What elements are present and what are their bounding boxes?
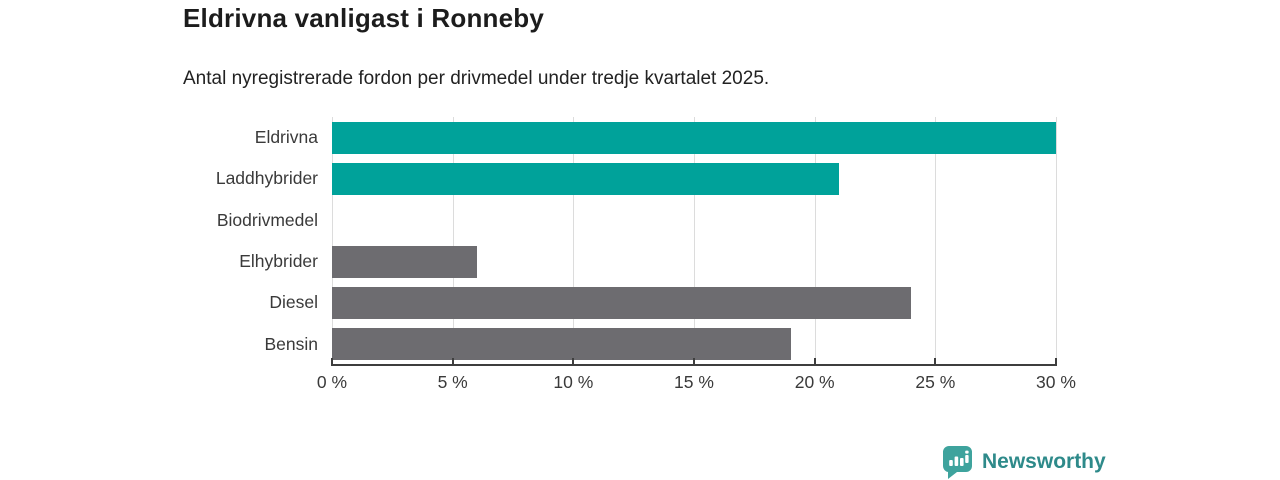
bar-row-eldrivna	[332, 117, 1056, 158]
x-tick-label: 15 %	[674, 372, 714, 392]
category-label-laddhybrider: Laddhybrider	[215, 168, 318, 189]
gridline	[935, 117, 937, 365]
gridline	[452, 117, 454, 365]
gridline	[814, 117, 816, 365]
category-label-elhybrider: Elhybrider	[239, 251, 318, 272]
category-label-eldrivna: Eldrivna	[254, 127, 318, 148]
x-tick-mark	[451, 358, 454, 365]
bar-bensin	[332, 328, 791, 361]
x-tick-label: 10 %	[553, 372, 594, 392]
x-tick-label: 30 %	[1036, 372, 1076, 392]
bar-rows	[332, 117, 1056, 365]
x-tick-mark	[572, 358, 575, 365]
category-label-diesel: Diesel	[269, 292, 318, 313]
bar-elhybrider	[332, 245, 477, 278]
gridline	[1056, 117, 1057, 365]
gridline	[573, 117, 575, 365]
bar-row-bensin	[332, 324, 1056, 365]
gridline	[694, 117, 695, 365]
bar-diesel	[332, 286, 912, 319]
x-tick-label: 5 %	[437, 372, 468, 392]
bar-laddhybrider	[332, 162, 839, 195]
newsworthy-logo: Newsworthy	[942, 445, 1106, 479]
newsworthy-wordmark: Newsworthy	[982, 450, 1106, 473]
x-tick-label: 20 %	[794, 372, 835, 392]
x-tick-mark	[1055, 358, 1057, 365]
x-tick-mark	[934, 358, 937, 365]
x-tick-mark	[331, 358, 333, 365]
bar-row-biodrivmedel	[332, 200, 1056, 241]
y-axis-labels: Eldrivna Laddhybrider Biodrivmedel Elhybrid…	[0, 117, 318, 365]
chart-subtitle: Antal nyregistrerade fordon per drivmede…	[183, 68, 770, 89]
category-label-bensin: Bensin	[264, 333, 318, 354]
x-tick-mark	[813, 358, 816, 365]
x-tick-mark	[693, 358, 695, 365]
x-axis-line	[331, 364, 1057, 366]
x-axis-labels: 0 % 5 % 10 % 15 % 20 % 25 % 30 %	[0, 372, 1280, 396]
bar-row-laddhybrider	[332, 158, 1056, 199]
newsworthy-bar-chart-bubble-icon	[942, 445, 973, 479]
bar-row-diesel	[332, 282, 1056, 323]
bar-row-elhybrider	[332, 241, 1056, 282]
plot-area	[332, 117, 1057, 365]
gridline	[332, 117, 333, 365]
chart-title: Eldrivna vanligast i Ronneby	[183, 3, 545, 33]
x-tick-label: 25 %	[915, 372, 956, 392]
x-tick-label: 0 %	[316, 372, 348, 392]
bar-eldrivna	[332, 121, 1056, 154]
category-label-biodrivmedel: Biodrivmedel	[216, 209, 318, 230]
